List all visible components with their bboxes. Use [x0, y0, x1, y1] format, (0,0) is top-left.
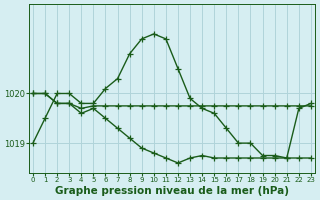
X-axis label: Graphe pression niveau de la mer (hPa): Graphe pression niveau de la mer (hPa) — [55, 186, 289, 196]
